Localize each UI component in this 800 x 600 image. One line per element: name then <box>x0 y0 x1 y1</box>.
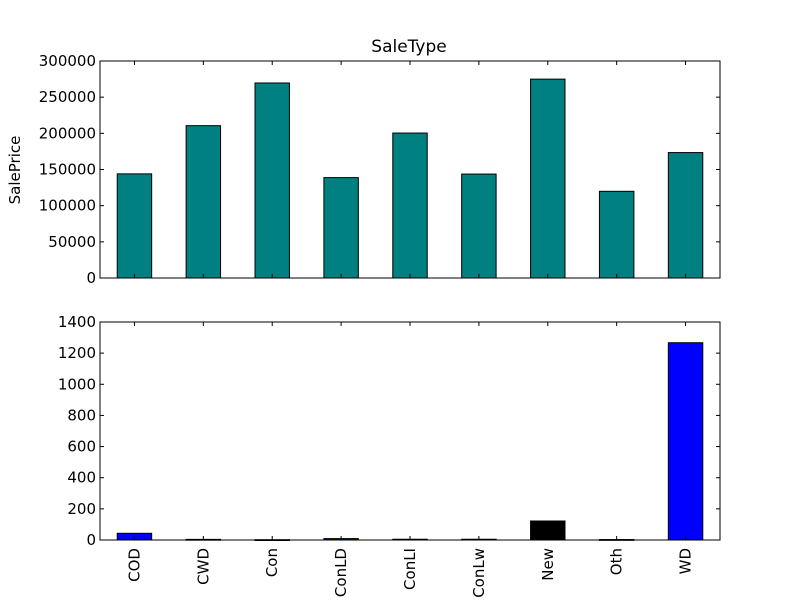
y-tick-label: 200 <box>67 500 96 518</box>
bar-cod <box>116 173 153 279</box>
bar-wd <box>667 342 704 541</box>
x-tick-label: WD <box>677 548 695 574</box>
bar-oth <box>598 190 635 279</box>
bar-conld <box>323 177 359 279</box>
y-ticks: 0 200 400 600 800 1000 1200 1400 <box>58 313 720 549</box>
plot-frame <box>99 321 721 541</box>
y-tick-label: 150000 <box>39 161 96 179</box>
bar-wd <box>667 152 704 279</box>
y-tick-label: 1400 <box>58 313 96 331</box>
x-tick-label: New <box>539 548 557 581</box>
y-tick-label: 0 <box>86 531 96 549</box>
bar-cwd <box>185 125 222 279</box>
x-tick-label: ConLD <box>332 548 350 597</box>
bar-con <box>254 82 290 279</box>
bar-conlw <box>461 173 497 279</box>
x-ticks <box>133 61 687 278</box>
y-tick-label: 200000 <box>39 124 96 142</box>
y-tick-label: 1200 <box>58 344 96 362</box>
chart-title: SaleType <box>371 37 446 57</box>
y-tick-label: 250000 <box>39 88 96 106</box>
y-tick-label: 600 <box>67 438 96 456</box>
x-ticks: COD CWD Con ConLD ConLI ConLw New Oth WD <box>125 322 695 598</box>
x-tick-label: ConLw <box>470 548 488 598</box>
saleprice-bars <box>116 78 704 279</box>
y-tick-label: 400 <box>67 469 96 487</box>
y-axis-label: SalePrice <box>6 136 24 205</box>
count-chart: 0 200 400 600 800 1000 1200 1400 COD CWD Con ConLD… <box>58 313 721 598</box>
y-tick-label: 100000 <box>39 197 96 215</box>
y-tick-label: 1000 <box>58 375 96 393</box>
y-tick-label: 0 <box>86 269 96 287</box>
y-tick-label: 300000 <box>39 52 96 70</box>
x-tick-label: CWD <box>194 548 212 585</box>
x-tick-label: Oth <box>608 548 626 575</box>
y-tick-label: 50000 <box>48 233 96 251</box>
saleprice-chart: SaleType SalePrice 0 50000 100000 150000 200… <box>6 37 721 287</box>
y-tick-label: 800 <box>67 406 96 424</box>
y-ticks: 0 50000 100000 150000 200000 250000 300000 <box>39 52 720 287</box>
bar-new <box>530 78 566 279</box>
bar-conli <box>392 132 428 279</box>
x-tick-label: COD <box>125 548 143 582</box>
count-bars <box>116 342 704 541</box>
x-tick-label: ConLI <box>401 548 419 590</box>
x-tick-label: Con <box>263 548 281 577</box>
